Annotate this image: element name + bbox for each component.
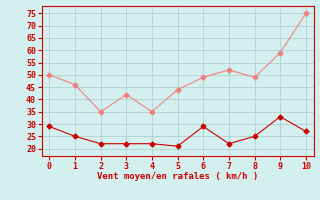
X-axis label: Vent moyen/en rafales ( km/h ): Vent moyen/en rafales ( km/h ) <box>97 172 258 181</box>
